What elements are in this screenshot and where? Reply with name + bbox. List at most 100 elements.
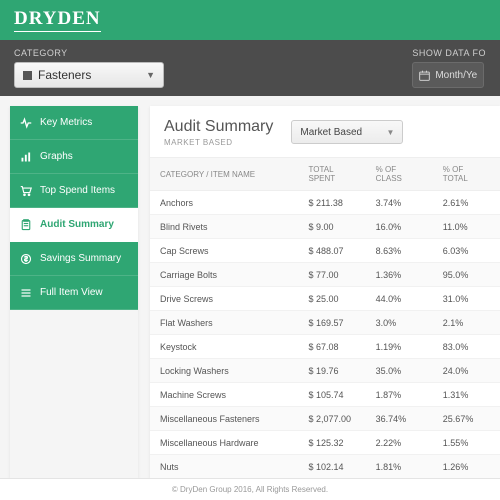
table-row[interactable]: Blind Rivets$ 9.0016.0%11.0% [150, 215, 500, 239]
cell-pclass: 1.19% [366, 335, 433, 359]
table-row[interactable]: Nuts$ 102.141.81%1.26% [150, 455, 500, 479]
sidebar-item-label: Key Metrics [40, 117, 92, 128]
brand-logo: DRYDEN [14, 8, 101, 32]
th-pclass[interactable]: % OF CLASS [366, 158, 433, 191]
footer: © DryDen Group 2016, All Rights Reserved… [0, 478, 500, 500]
main: Key Metrics Graphs Top Spend Items Audit… [0, 96, 500, 478]
sidebar-item-savings[interactable]: Savings Summary [10, 242, 138, 276]
cell-spent: $ 102.14 [298, 455, 365, 479]
sidebar-item-key-metrics[interactable]: Key Metrics [10, 106, 138, 140]
title-block: Audit Summary MARKET BASED [164, 118, 273, 147]
copyright: © DryDen Group 2016, All Rights Reserved… [172, 485, 328, 494]
cell-ptotal: 95.0% [433, 263, 500, 287]
cell-spent: $ 169.57 [298, 311, 365, 335]
cell-spent: $ 25.00 [298, 287, 365, 311]
cell-pclass: 2.22% [366, 431, 433, 455]
cell-spent: $ 2,077.00 [298, 407, 365, 431]
cell-pclass: 16.0% [366, 215, 433, 239]
cell-spent: $ 125.32 [298, 431, 365, 455]
content-panel: Audit Summary MARKET BASED Market Based … [150, 106, 500, 478]
cell-pclass: 1.87% [366, 383, 433, 407]
table-row[interactable]: Cap Screws$ 488.078.63%6.03% [150, 239, 500, 263]
cell-ptotal: 1.26% [433, 455, 500, 479]
cell-spent: $ 488.07 [298, 239, 365, 263]
sidebar-item-audit-summary[interactable]: Audit Summary [10, 208, 138, 242]
category-value: Fasteners [38, 68, 91, 82]
audit-table: CATEGORY / ITEM NAME TOTAL SPENT % OF CL… [150, 157, 500, 478]
table-row[interactable]: Carriage Bolts$ 77.001.36%95.0% [150, 263, 500, 287]
table-row[interactable]: Machine Screws$ 105.741.87%1.31% [150, 383, 500, 407]
cell-spent: $ 9.00 [298, 215, 365, 239]
cell-spent: $ 67.08 [298, 335, 365, 359]
sidebar-item-label: Savings Summary [40, 253, 121, 264]
cell-pclass: 3.0% [366, 311, 433, 335]
th-name[interactable]: CATEGORY / ITEM NAME [150, 158, 298, 191]
cell-name: Cap Screws [150, 239, 298, 263]
chevron-down-icon: ▼ [146, 70, 155, 80]
cell-spent: $ 77.00 [298, 263, 365, 287]
pulse-icon [20, 117, 32, 129]
cell-ptotal: 2.61% [433, 191, 500, 215]
cell-pclass: 1.36% [366, 263, 433, 287]
sidebar-item-full-view[interactable]: Full Item View [10, 276, 138, 310]
cell-ptotal: 31.0% [433, 287, 500, 311]
page-title: Audit Summary [164, 118, 273, 136]
table-row[interactable]: Miscellaneous Hardware$ 125.322.22%1.55% [150, 431, 500, 455]
cell-ptotal: 2.1% [433, 311, 500, 335]
cell-pclass: 1.81% [366, 455, 433, 479]
cell-ptotal: 1.55% [433, 431, 500, 455]
clipboard-icon [20, 219, 32, 231]
category-icon [23, 71, 32, 80]
chevron-down-icon: ▼ [386, 128, 394, 137]
th-spent[interactable]: TOTAL SPENT [298, 158, 365, 191]
cell-spent: $ 19.76 [298, 359, 365, 383]
view-select-value: Market Based [300, 127, 362, 138]
cell-pclass: 35.0% [366, 359, 433, 383]
cell-pclass: 44.0% [366, 287, 433, 311]
sidebar-item-label: Top Spend Items [40, 185, 115, 196]
table-body: Anchors$ 211.383.74%2.61%Blind Rivets$ 9… [150, 191, 500, 479]
table-row[interactable]: Locking Washers$ 19.7635.0%24.0% [150, 359, 500, 383]
cell-spent: $ 211.38 [298, 191, 365, 215]
cell-name: Nuts [150, 455, 298, 479]
table-row[interactable]: Flat Washers$ 169.573.0%2.1% [150, 311, 500, 335]
cell-name: Anchors [150, 191, 298, 215]
cell-name: Machine Screws [150, 383, 298, 407]
th-ptotal[interactable]: % OF TOTAL [433, 158, 500, 191]
sidebar-item-label: Full Item View [40, 287, 103, 298]
cart-icon [20, 185, 32, 197]
content-header: Audit Summary MARKET BASED Market Based … [150, 106, 500, 157]
page-subtitle: MARKET BASED [164, 138, 273, 147]
sidebar-item-label: Audit Summary [40, 219, 114, 230]
date-filter-group: SHOW DATA FO Month/Ye [412, 48, 486, 88]
cell-pclass: 8.63% [366, 239, 433, 263]
brand-bar: DRYDEN [0, 0, 500, 40]
date-value: Month/Ye [435, 70, 477, 81]
cell-name: Carriage Bolts [150, 263, 298, 287]
sidebar-item-top-spend[interactable]: Top Spend Items [10, 174, 138, 208]
category-filter-group: CATEGORY Fasteners ▼ [14, 48, 164, 88]
sidebar-item-graphs[interactable]: Graphs [10, 140, 138, 174]
sidebar-item-label: Graphs [40, 151, 73, 162]
cell-name: Blind Rivets [150, 215, 298, 239]
table-row[interactable]: Anchors$ 211.383.74%2.61% [150, 191, 500, 215]
cell-name: Miscellaneous Hardware [150, 431, 298, 455]
cell-name: Miscellaneous Fasteners [150, 407, 298, 431]
cell-name: Keystock [150, 335, 298, 359]
cell-ptotal: 25.67% [433, 407, 500, 431]
category-label: CATEGORY [14, 48, 164, 58]
date-select[interactable]: Month/Ye [412, 62, 484, 88]
table-row[interactable]: Miscellaneous Fasteners$ 2,077.0036.74%2… [150, 407, 500, 431]
table-row[interactable]: Drive Screws$ 25.0044.0%31.0% [150, 287, 500, 311]
dollar-icon [20, 253, 32, 265]
cell-ptotal: 1.31% [433, 383, 500, 407]
cell-name: Flat Washers [150, 311, 298, 335]
cell-ptotal: 11.0% [433, 215, 500, 239]
show-data-label: SHOW DATA FO [412, 48, 486, 58]
cell-pclass: 3.74% [366, 191, 433, 215]
filter-bar: CATEGORY Fasteners ▼ SHOW DATA FO Month/… [0, 40, 500, 96]
table-row[interactable]: Keystock$ 67.081.19%83.0% [150, 335, 500, 359]
view-select[interactable]: Market Based ▼ [291, 120, 403, 144]
category-select[interactable]: Fasteners ▼ [14, 62, 164, 88]
cell-spent: $ 105.74 [298, 383, 365, 407]
